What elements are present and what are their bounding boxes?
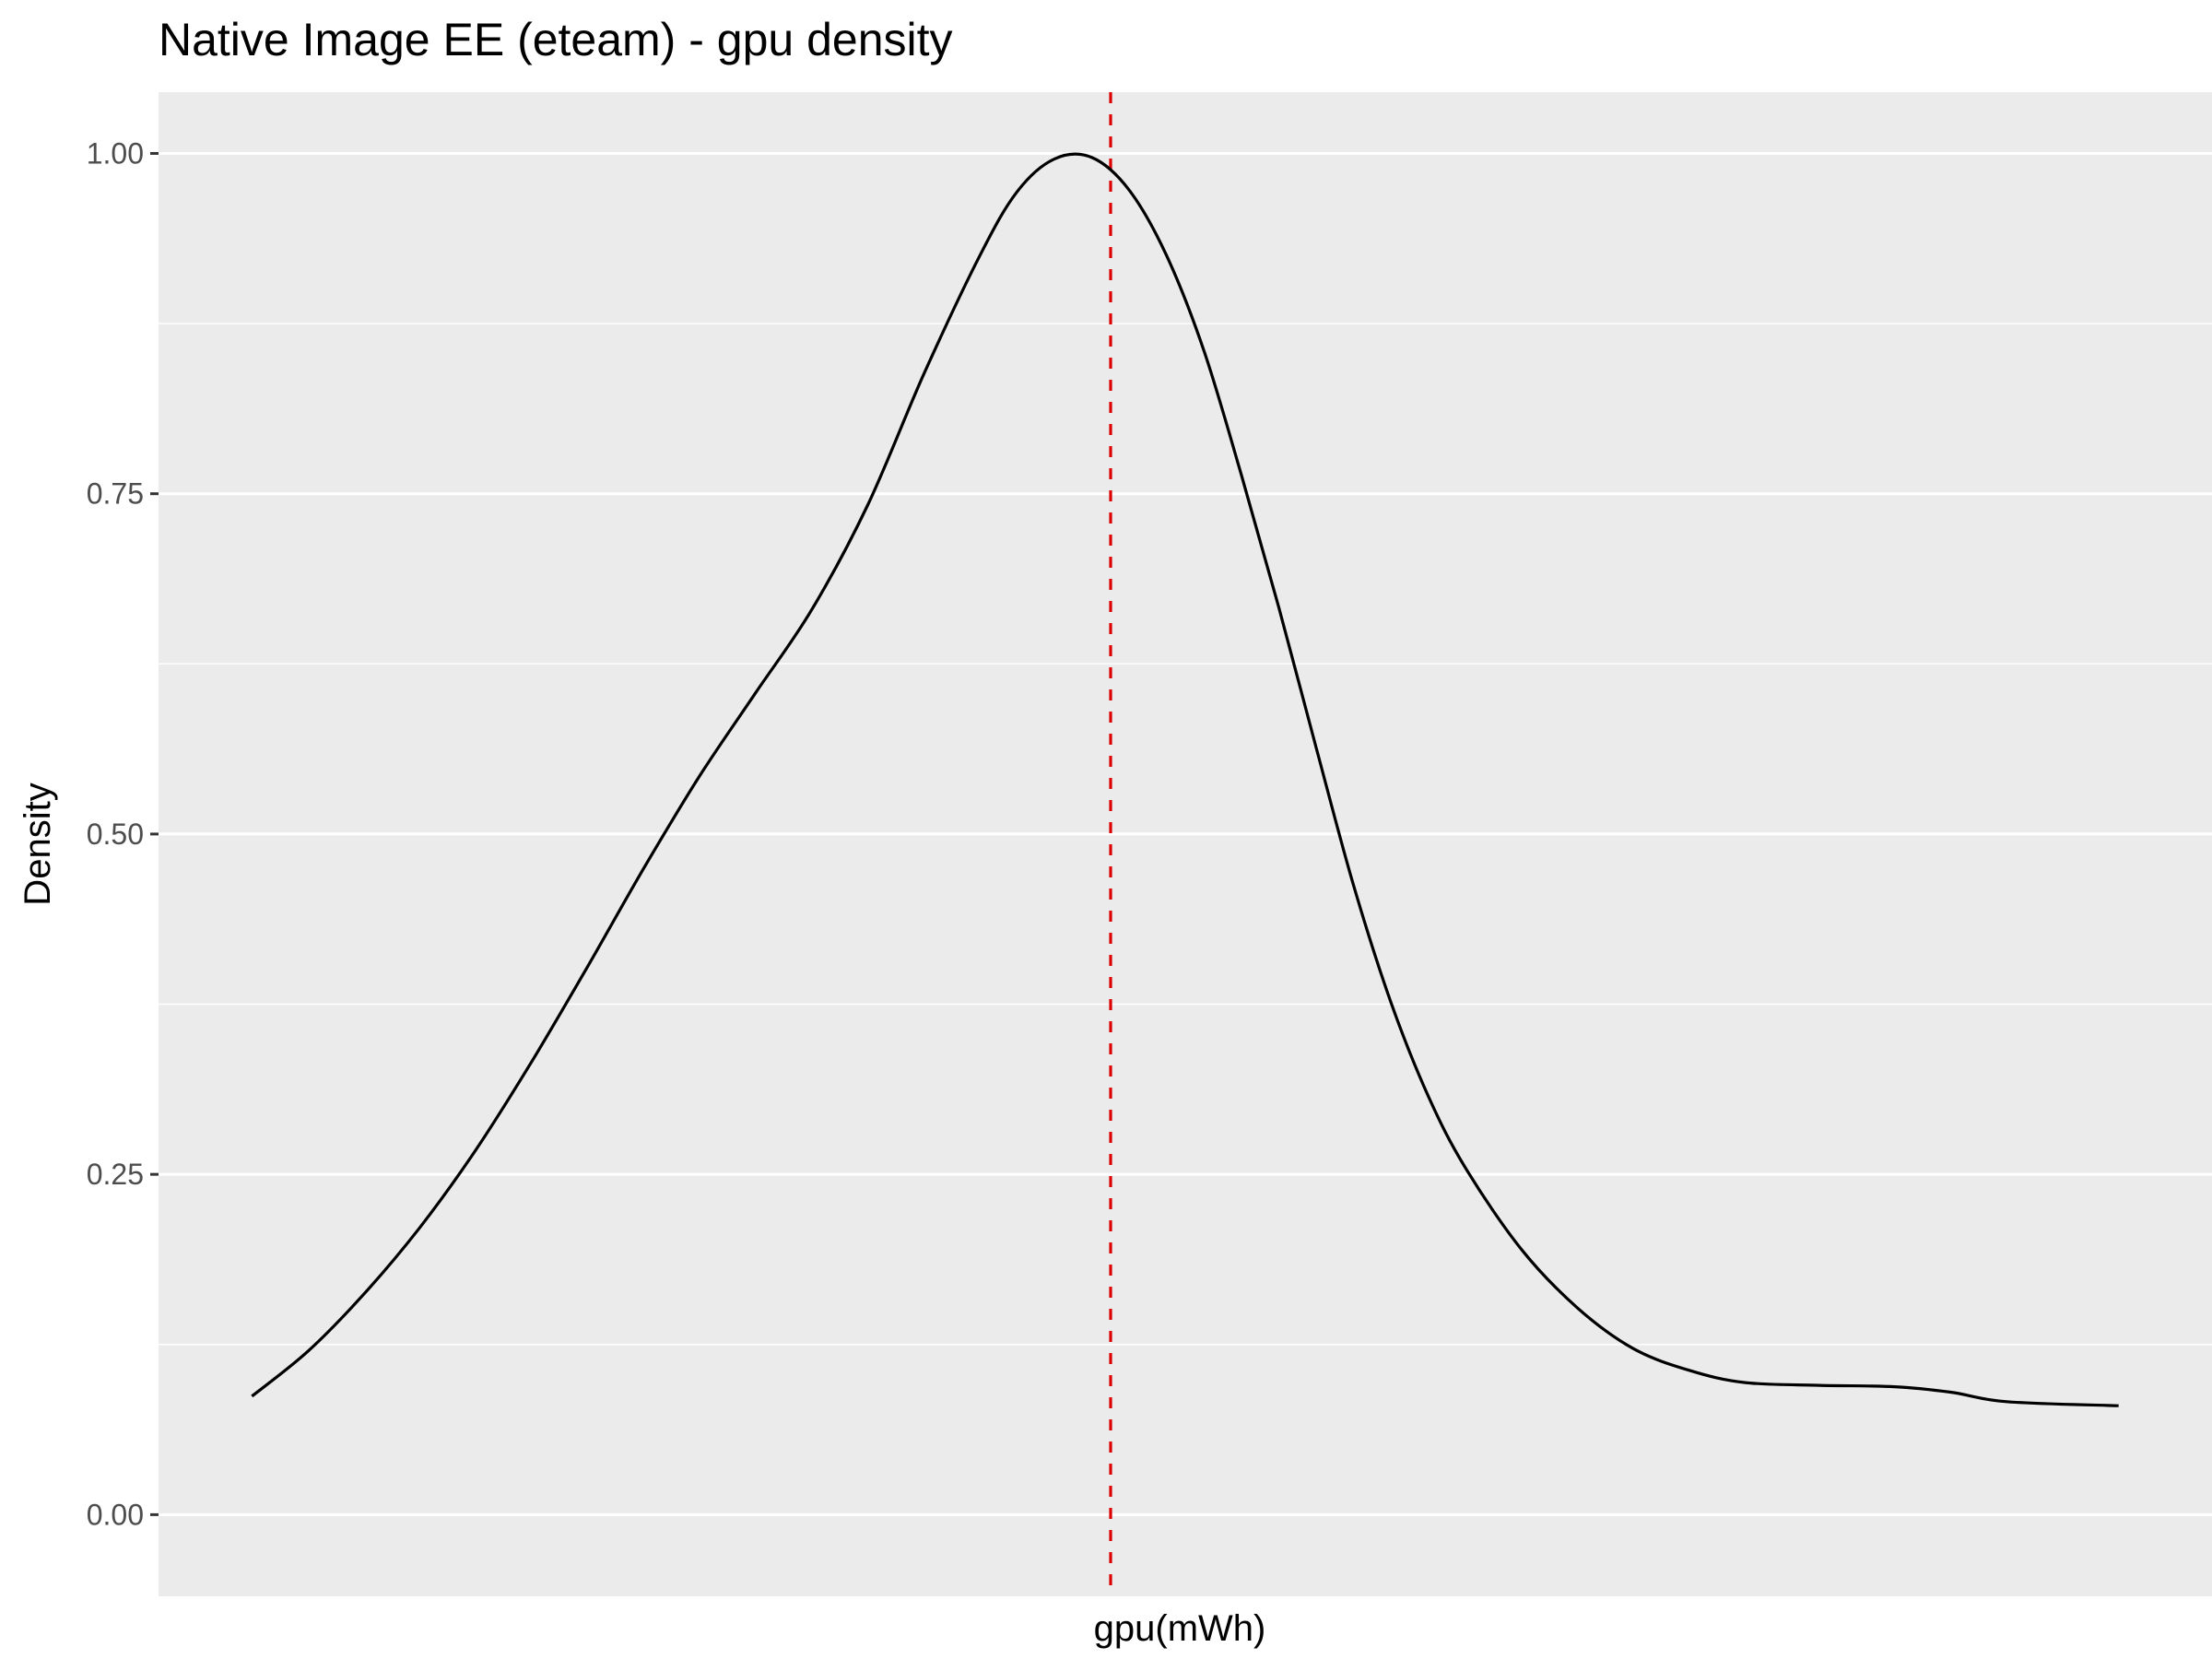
y-axis-tick-labels: 0.00 0.25 0.50 0.75 1.00 <box>87 136 144 1531</box>
density-curve <box>251 152 2119 1407</box>
y-tick-label: 0.00 <box>87 1498 144 1531</box>
y-tick-label: 0.25 <box>87 1158 144 1191</box>
minor-gridlines <box>159 323 2212 1346</box>
major-gridlines <box>159 151 2212 1516</box>
x-axis-title: gpu(mWh) <box>1094 1608 1266 1649</box>
y-axis-title: Density <box>18 782 58 905</box>
chart-title: Native Image EE (eteam) - gpu density <box>159 14 953 65</box>
y-tick-label: 1.00 <box>87 136 144 170</box>
y-tick-label: 0.75 <box>87 477 144 511</box>
y-tick-label: 0.50 <box>87 818 144 851</box>
y-axis-ticks <box>150 151 159 1516</box>
plot-panel <box>159 92 2212 1596</box>
